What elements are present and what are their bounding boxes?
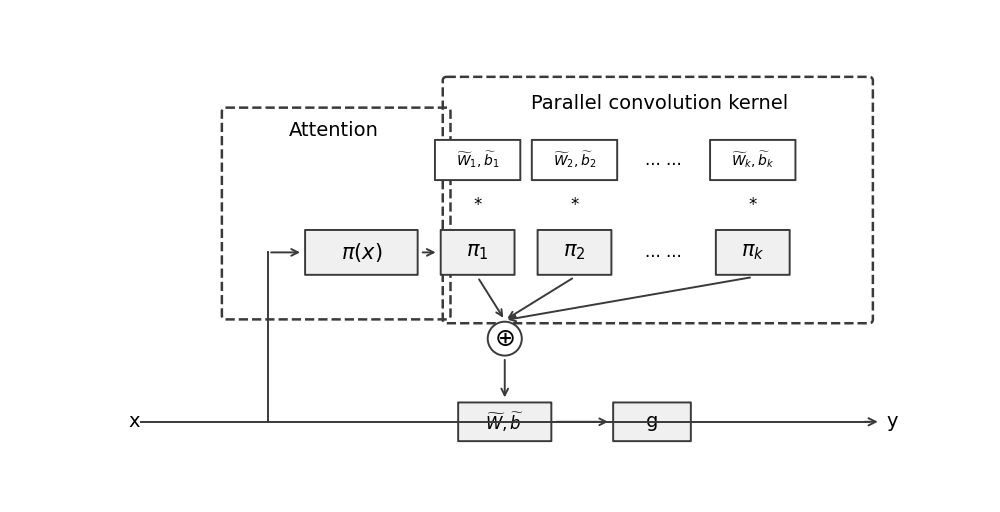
Text: *: *: [473, 196, 482, 214]
FancyBboxPatch shape: [435, 140, 520, 180]
FancyBboxPatch shape: [458, 402, 551, 441]
Text: Parallel convolution kernel: Parallel convolution kernel: [531, 94, 788, 113]
Circle shape: [488, 322, 522, 355]
FancyBboxPatch shape: [532, 140, 617, 180]
Text: $\widetilde{W}_2,\widetilde{b}_2$: $\widetilde{W}_2,\widetilde{b}_2$: [553, 150, 596, 170]
Text: $\widetilde{W},\widetilde{b}$: $\widetilde{W},\widetilde{b}$: [485, 410, 524, 434]
Text: $\pi_1$: $\pi_1$: [466, 242, 489, 262]
FancyBboxPatch shape: [441, 230, 515, 275]
Text: $\pi_k$: $\pi_k$: [741, 242, 765, 262]
Text: ... ...: ... ...: [645, 151, 682, 169]
FancyBboxPatch shape: [538, 230, 611, 275]
FancyBboxPatch shape: [305, 230, 418, 275]
Text: g: g: [646, 412, 658, 431]
Text: ... ...: ... ...: [645, 243, 682, 262]
Text: Attention: Attention: [289, 121, 379, 140]
Text: $\oplus$: $\oplus$: [494, 327, 515, 351]
Text: $\widetilde{W}_k,\widetilde{b}_k$: $\widetilde{W}_k,\widetilde{b}_k$: [731, 150, 775, 170]
Text: $\widetilde{W}_1,\widetilde{b}_1$: $\widetilde{W}_1,\widetilde{b}_1$: [456, 150, 499, 170]
Text: y: y: [887, 412, 898, 431]
FancyBboxPatch shape: [710, 140, 795, 180]
Text: $\pi(x)$: $\pi(x)$: [341, 241, 382, 264]
FancyBboxPatch shape: [716, 230, 790, 275]
Text: $\pi_2$: $\pi_2$: [563, 242, 586, 262]
Text: *: *: [749, 196, 757, 214]
FancyBboxPatch shape: [613, 402, 691, 441]
Text: x: x: [129, 412, 140, 431]
Text: *: *: [570, 196, 579, 214]
